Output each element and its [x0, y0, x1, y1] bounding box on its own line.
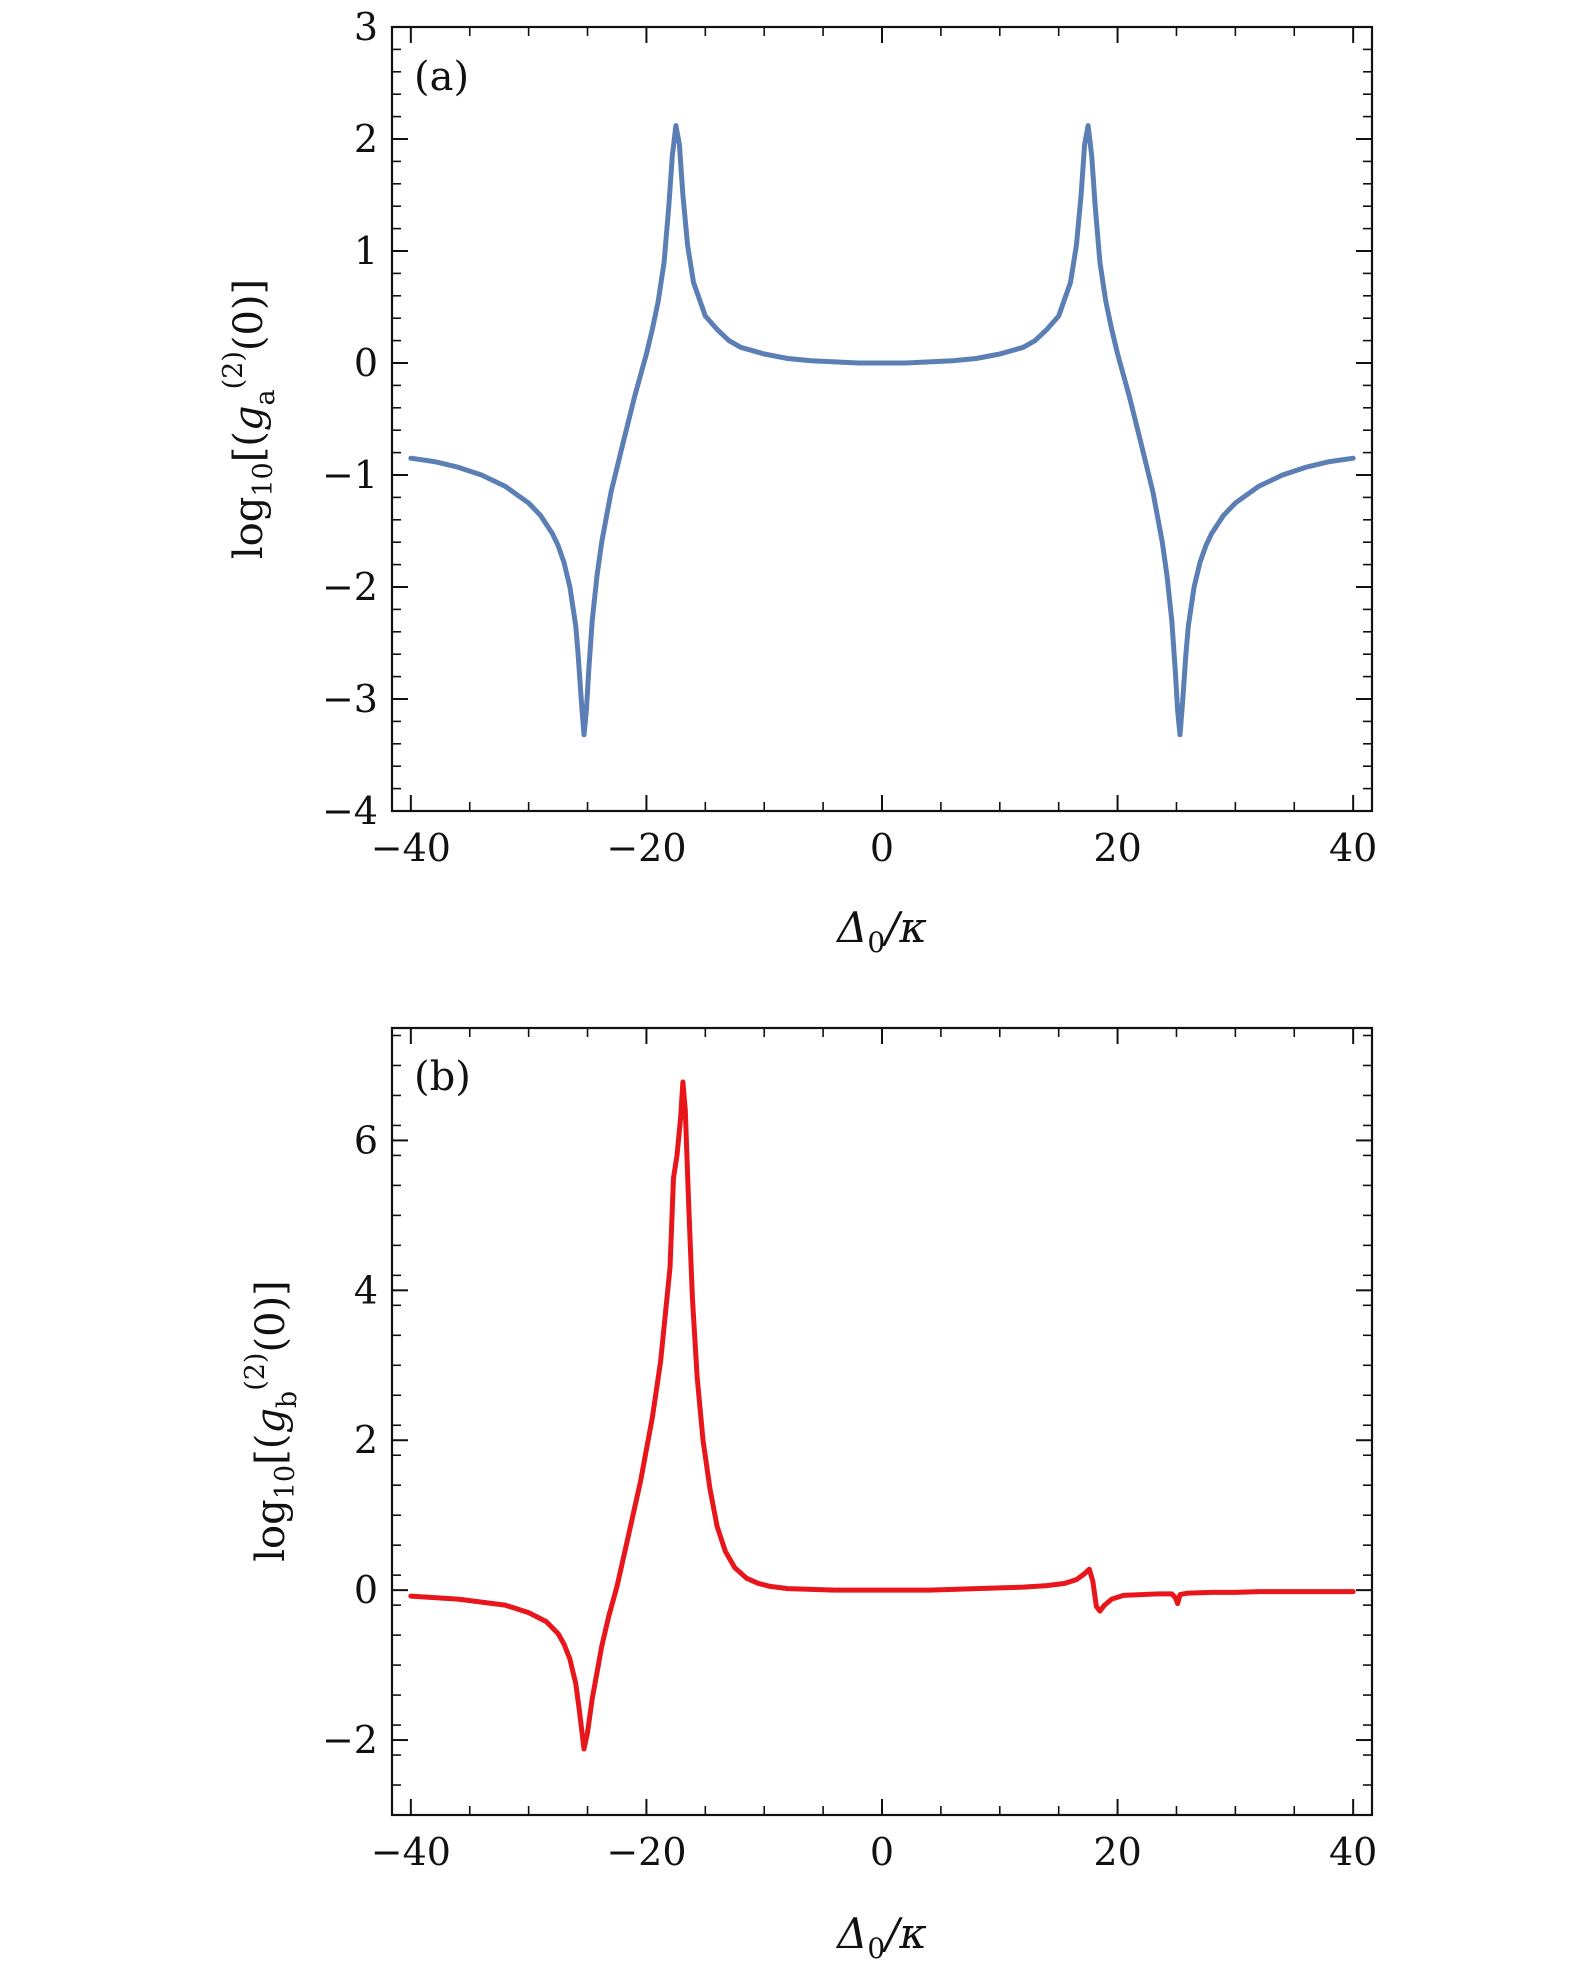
x-tick-label: 0	[870, 826, 894, 870]
y-tick-label: 2	[354, 1418, 378, 1462]
x-tick-label: −20	[606, 1830, 686, 1874]
x-tick-label: 40	[1329, 1830, 1377, 1874]
panel-a: −40 −20 0 20 40 −4 −3 −2 −1 0 1 2 3 (a) Δ0/κ log10[(…	[218, 5, 1377, 959]
x-tick-label: −40	[371, 826, 451, 870]
y-tick-label: 6	[354, 1118, 378, 1162]
series-line	[408, 123, 1356, 738]
y-tick-label: 4	[354, 1268, 378, 1312]
y-tick-label: −4	[322, 789, 378, 833]
panel-label: (a)	[414, 54, 469, 100]
y-tick-label: 1	[354, 229, 378, 273]
y-tick-label: −1	[322, 453, 378, 497]
panel-label: (b)	[414, 1054, 471, 1100]
x-tick-label: 20	[1093, 826, 1141, 870]
y-axis-label: log10[(ga(2)(0)]	[218, 279, 281, 559]
x-axis-label: Δ0/κ	[835, 903, 927, 959]
y-tick-label: −2	[322, 1718, 378, 1762]
y-axis-label: log10[(gb(2)(0)]	[240, 1280, 303, 1561]
x-tick-label: 0	[870, 1830, 894, 1874]
y-tick-label: 0	[354, 341, 378, 385]
y-tick-label: 2	[354, 117, 378, 161]
plot-frame	[390, 1026, 1374, 1817]
y-tick-label: 0	[354, 1568, 378, 1612]
x-tick-label: 20	[1093, 1830, 1141, 1874]
series-line	[408, 1079, 1356, 1752]
x-tick-label: −40	[371, 1830, 451, 1874]
x-tick-label: −20	[606, 826, 686, 870]
y-tick-label: −2	[322, 565, 378, 609]
plot-frame	[390, 25, 1374, 813]
tick-marks	[392, 26, 1372, 812]
x-axis-label: Δ0/κ	[835, 1909, 927, 1965]
y-tick-label: 3	[354, 5, 378, 49]
x-tick-label: 40	[1329, 826, 1377, 870]
tick-marks	[392, 1028, 1372, 1816]
y-tick-label: −3	[322, 677, 378, 721]
tick-labels: −40 −20 0 20 40 −4 −3 −2 −1 0 1 2 3	[322, 5, 1377, 870]
